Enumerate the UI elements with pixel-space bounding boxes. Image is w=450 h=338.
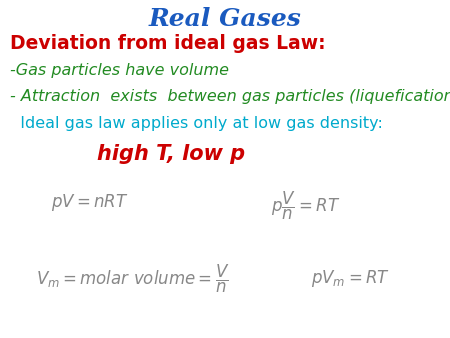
Text: $pV_m = RT$: $pV_m = RT$: [311, 268, 391, 289]
Text: $p\dfrac{V}{n} = RT$: $p\dfrac{V}{n} = RT$: [271, 190, 341, 222]
Text: high T, low p: high T, low p: [97, 144, 245, 164]
Text: Deviation from ideal gas Law:: Deviation from ideal gas Law:: [10, 34, 325, 53]
Text: -Gas particles have volume: -Gas particles have volume: [10, 64, 229, 78]
Text: Ideal gas law applies only at low gas density:: Ideal gas law applies only at low gas de…: [10, 116, 383, 131]
Text: $pV = nRT$: $pV = nRT$: [51, 192, 129, 213]
Text: $V_m = molar\ volume = \dfrac{V}{n}$: $V_m = molar\ volume = \dfrac{V}{n}$: [36, 263, 230, 295]
Text: - Attraction  exists  between gas particles (liquefication): - Attraction exists between gas particle…: [10, 89, 450, 104]
Text: Real Gases: Real Gases: [148, 6, 302, 31]
